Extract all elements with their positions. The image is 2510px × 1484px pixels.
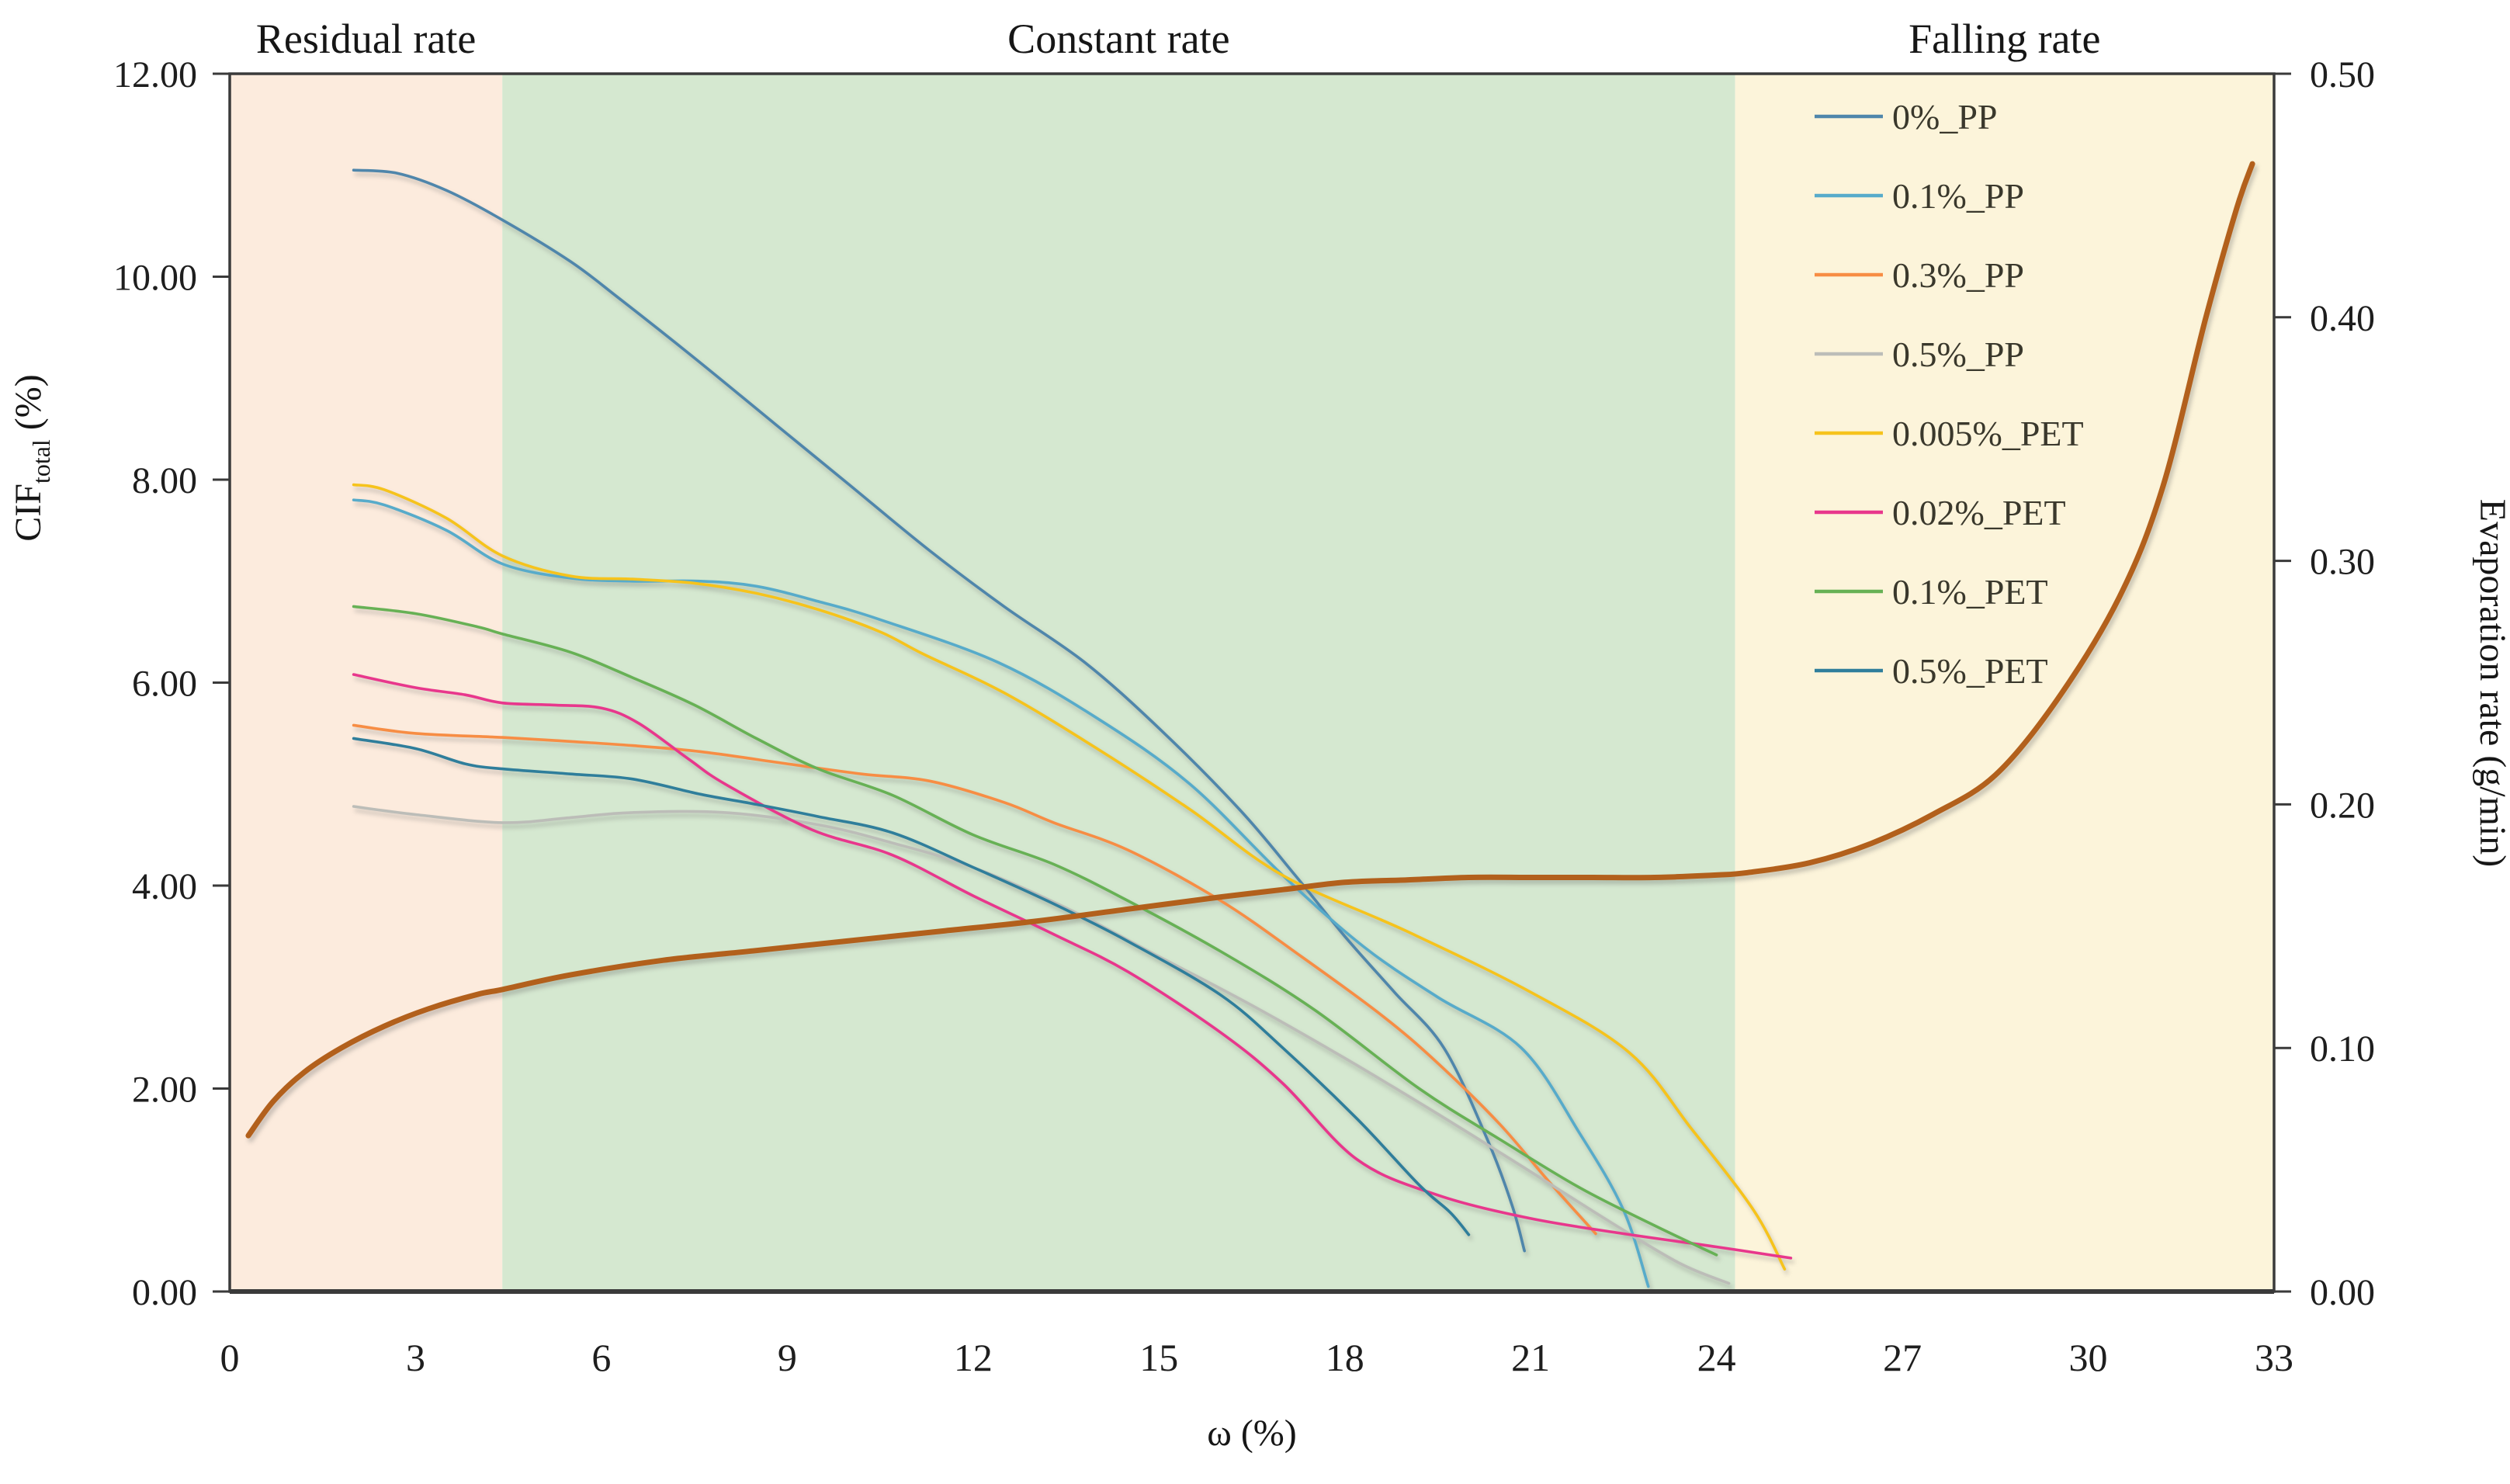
region-band-residual-rate [230,74,503,1292]
series-line-0-1-pet [352,605,1718,1257]
legend-label-0-005-pet: 0.005%_PET [1892,414,2084,453]
series-line-0-5-pet [352,737,1471,1236]
series-line-0-pp [352,168,1526,1253]
left-axis-tick-label: 10.00 [113,258,197,299]
right-axis-tick-label: 0.20 [2310,785,2375,826]
x-axis-tick-label: 6 [591,1336,611,1379]
right-axis-tick-label: 0.30 [2310,542,2375,583]
x-axis-tick-label: 24 [1697,1336,1736,1379]
legend-label-0-pp: 0%_PP [1892,97,1997,137]
x-axis-tick-label: 0 [220,1336,240,1379]
series-line-0-3-pp [352,723,1597,1236]
region-titles: Residual rate Constant rate Falling rate [256,16,2101,62]
series-line-0-5-pp [352,805,1731,1285]
legend-label-0-3-pp: 0.3%_PP [1892,255,2024,295]
legend-label-0-5-pp: 0.5%_PP [1892,335,2024,374]
x-axis-tick-label: 21 [1511,1336,1550,1379]
series-line-0-1-pp [352,498,1650,1288]
phase-region-bands [230,74,2274,1292]
legend-label-0-1-pet: 0.1%_PET [1892,572,2048,612]
legend-label-0-02-pet: 0.02%_PET [1892,493,2066,532]
left-axis-tick-label: 12.00 [113,54,197,95]
region-band-constant-rate [502,74,1735,1292]
x-axis-tick-label: 3 [406,1336,425,1379]
region-title-falling-rate: Falling rate [1909,16,2100,62]
right-axis-tick-label: 0.10 [2310,1028,2375,1070]
region-title-constant-rate: Constant rate [1007,16,1229,62]
legend-label-0-1-pp: 0.1%_PP [1892,176,2024,216]
x-axis-title: ω (%) [1207,1413,1297,1454]
x-axis-tick-label: 33 [2255,1336,2293,1379]
legend: 0%_PP 0.1%_PP 0.3%_PP 0.5%_PP 0.005%_PET 0.02… [1815,97,2084,691]
x-axis-tick-label: 9 [778,1336,797,1379]
region-band-falling-rate [1735,74,2274,1292]
left-axis-tick-label: 8.00 [132,460,197,501]
right-axis-tick-label: 0.50 [2310,54,2375,95]
right-axis-tick-label: 0.00 [2310,1272,2375,1313]
x-axis-tick-label: 27 [1883,1336,1922,1379]
x-axis-tick-label: 12 [954,1336,993,1379]
x-axis-tick-label: 15 [1139,1336,1178,1379]
region-title-residual-rate: Residual rate [256,16,476,62]
left-axis-tick-label: 0.00 [132,1272,197,1313]
left-axis-tick-label: 4.00 [132,866,197,907]
right-axis-tick-label: 0.40 [2310,298,2375,339]
axis-ticks: 12.00 10.00 8.00 6.00 4.00 2.00 0.00 0.50 0.40 0.… [113,54,2375,1379]
series-line-0-02-pet [352,673,1793,1260]
x-axis-tick-label: 30 [2069,1336,2108,1379]
y-axis-title-right: Evaporation rate (g/min) [2472,499,2510,868]
series-line-evaporation-rate [245,161,2255,1139]
legend-label-0-5-pet: 0.5%_PET [1892,651,2048,691]
left-axis-tick-label: 2.00 [132,1070,197,1111]
data-series-lines [245,161,2255,1288]
left-axis-tick-label: 6.00 [132,664,197,705]
series-line-0-005-pet [352,483,1787,1271]
x-axis-tick-label: 18 [1326,1336,1364,1379]
y-axis-title-left: CIFtotal (%) [8,374,55,542]
